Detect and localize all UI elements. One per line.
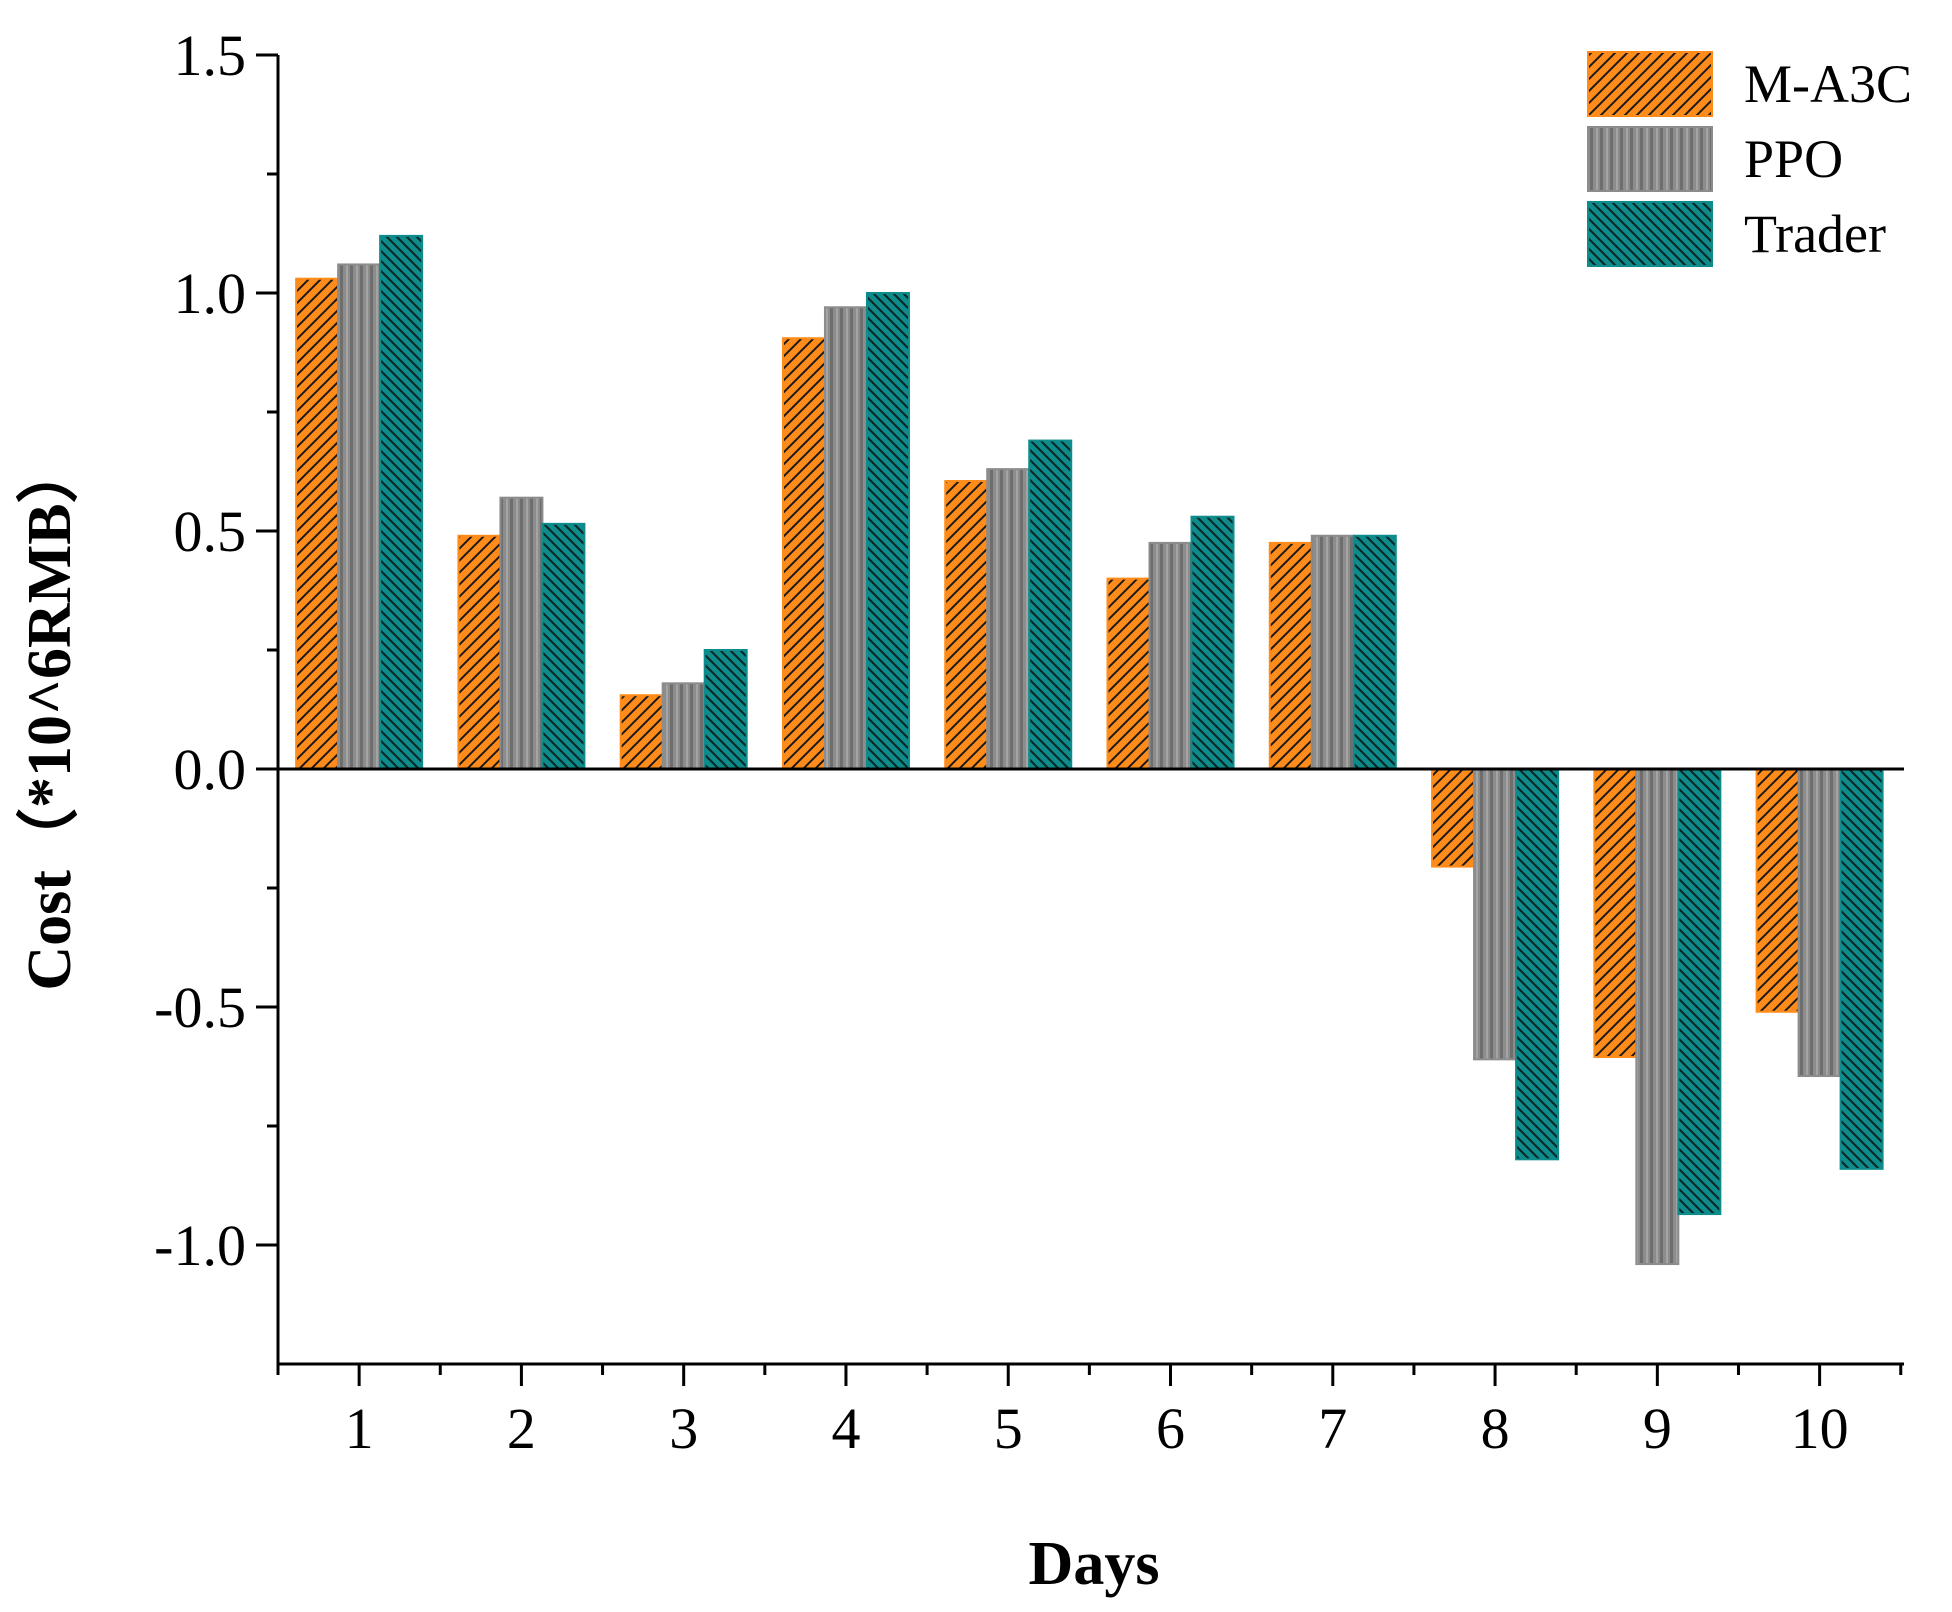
bar-ppo-day-3 — [663, 683, 705, 769]
legend-swatch-trader — [1588, 202, 1712, 266]
x-tick-label: 6 — [1156, 1396, 1185, 1461]
bar-trader-day-5 — [1029, 441, 1071, 769]
bar-m-a3c-day-3 — [621, 695, 663, 769]
y-tick-label: 1.0 — [174, 261, 247, 326]
bar-m-a3c-day-10 — [1757, 769, 1799, 1012]
bar-m-a3c-day-8 — [1432, 769, 1474, 867]
x-tick-label: 7 — [1318, 1396, 1347, 1461]
chart-root: Cost（*10^6RMB） Days 1.5 1.0 0.5 0.0 -0.5 -1.0… — [0, 0, 1952, 1612]
x-tick-label: 9 — [1643, 1396, 1672, 1461]
bar-trader-day-6 — [1192, 517, 1234, 769]
x-tick-label: 1 — [345, 1396, 374, 1461]
bar-trader-day-1 — [380, 236, 422, 769]
bar-trader-day-9 — [1678, 769, 1720, 1214]
bar-ppo-day-7 — [1312, 536, 1354, 769]
bar-m-a3c-day-9 — [1594, 769, 1636, 1057]
x-tick-label: 4 — [831, 1396, 860, 1461]
legend: M-A3C PPO Trader — [1588, 52, 1912, 266]
bar-m-a3c-day-5 — [945, 481, 987, 769]
bar-m-a3c-day-6 — [1108, 579, 1150, 769]
bar-m-a3c-day-4 — [783, 338, 825, 769]
bar-ppo-day-1 — [338, 264, 380, 769]
x-tick-label: 2 — [507, 1396, 536, 1461]
y-tick-label: 1.5 — [174, 23, 247, 88]
x-tick-label: 5 — [994, 1396, 1023, 1461]
bar-trader-day-3 — [705, 650, 747, 769]
bar-chart: Cost（*10^6RMB） Days 1.5 1.0 0.5 0.0 -0.5 -1.0… — [0, 0, 1952, 1612]
y-axis-title: Cost（*10^6RMB） — [14, 441, 84, 990]
x-tick-label: 8 — [1481, 1396, 1510, 1461]
y-tick-label: 0.0 — [174, 737, 247, 802]
legend-label-ppo: PPO — [1744, 129, 1843, 189]
bar-trader-day-7 — [1354, 536, 1396, 769]
y-tick-label: 0.5 — [174, 499, 247, 564]
bar-ppo-day-5 — [987, 469, 1029, 769]
x-axis-title: Days — [1029, 1530, 1160, 1598]
legend-label-trader: Trader — [1744, 204, 1886, 264]
x-tick-label: 3 — [669, 1396, 698, 1461]
bar-m-a3c-day-7 — [1270, 543, 1312, 769]
bar-ppo-day-4 — [825, 307, 867, 769]
legend-label-m-a3c: M-A3C — [1744, 54, 1912, 114]
bar-trader-day-2 — [542, 524, 584, 769]
bar-ppo-day-8 — [1474, 769, 1516, 1059]
y-tick-label: -1.0 — [154, 1213, 246, 1278]
x-tick-label: 10 — [1791, 1396, 1849, 1461]
bar-m-a3c-day-2 — [458, 536, 500, 769]
y-tick-label: -0.5 — [154, 975, 246, 1040]
bar-trader-day-8 — [1516, 769, 1558, 1159]
bar-trader-day-10 — [1841, 769, 1883, 1169]
bar-ppo-day-6 — [1150, 543, 1192, 769]
bar-m-a3c-day-1 — [296, 279, 338, 769]
bar-trader-day-4 — [867, 293, 909, 769]
bar-ppo-day-9 — [1636, 769, 1678, 1264]
bar-ppo-day-10 — [1799, 769, 1841, 1076]
bar-ppo-day-2 — [500, 498, 542, 769]
legend-swatch-ppo — [1588, 127, 1712, 191]
legend-swatch-m-a3c — [1588, 52, 1712, 116]
bars-layer — [296, 236, 1882, 1264]
